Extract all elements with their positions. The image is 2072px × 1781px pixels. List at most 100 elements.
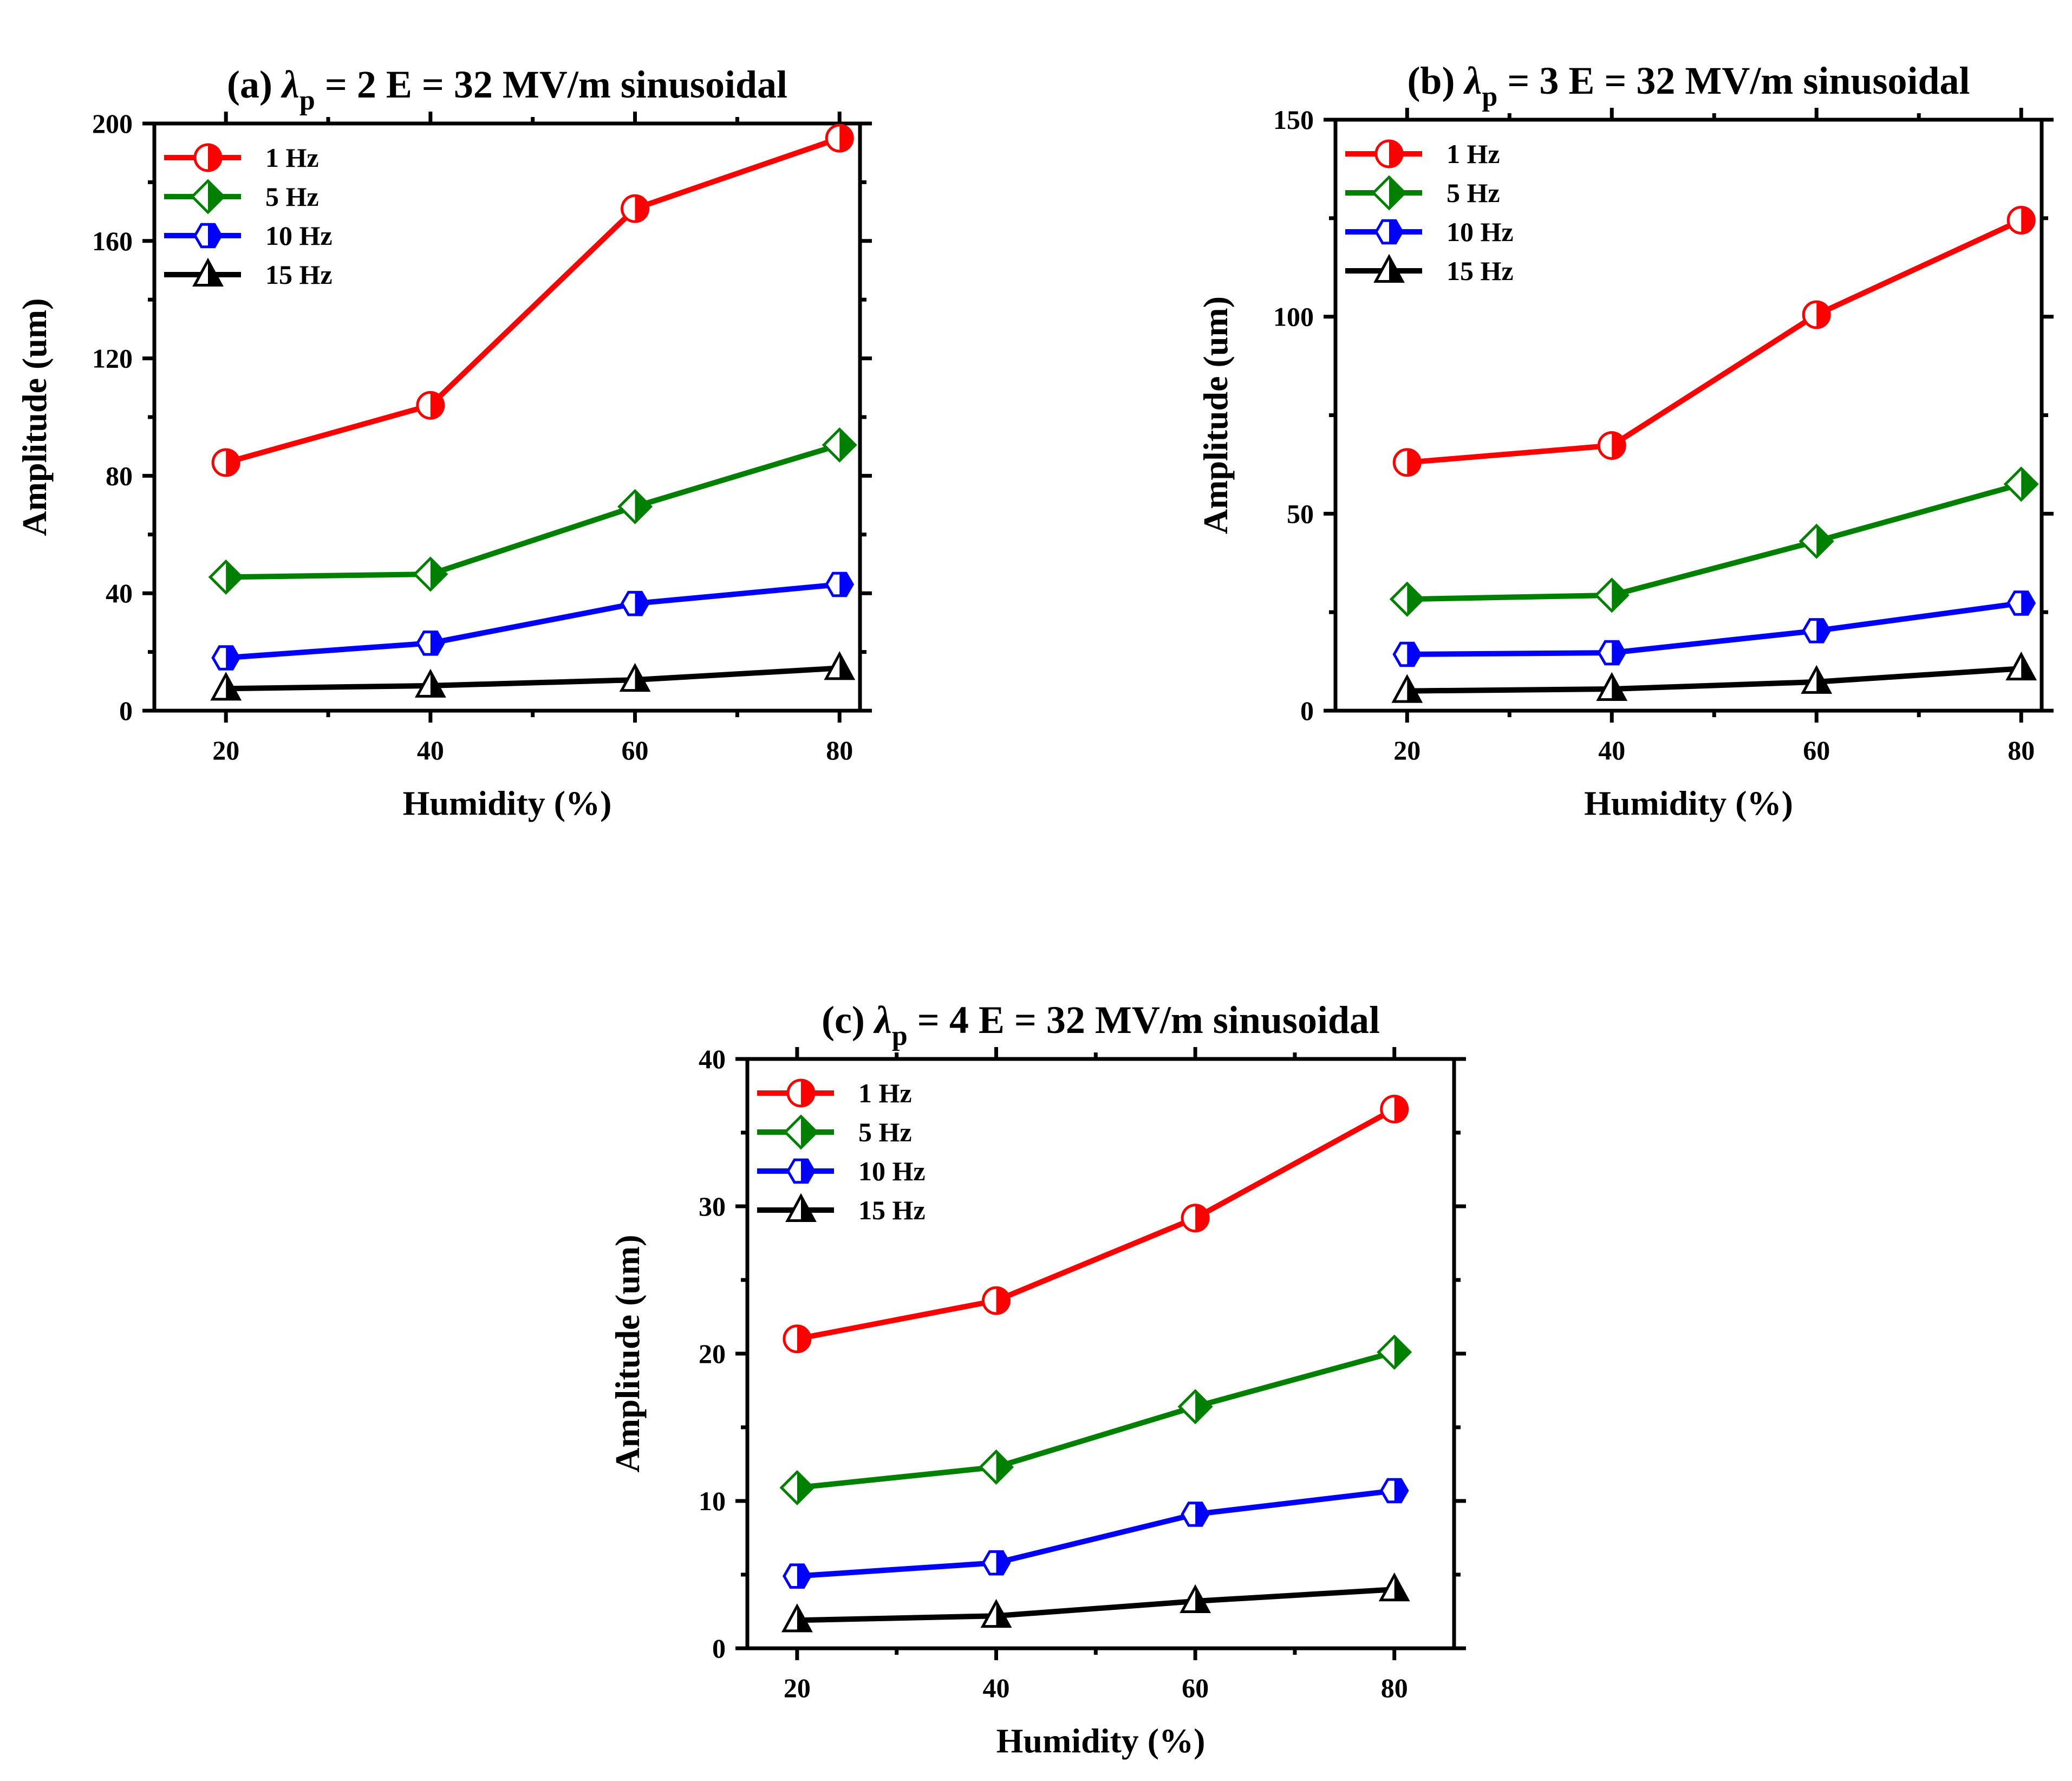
- x-tick-label: 80: [2008, 735, 2035, 765]
- legend-label: 15 Hz: [858, 1195, 926, 1225]
- data-point: [1177, 1389, 1213, 1425]
- data-point: [413, 556, 448, 592]
- series-line: [1407, 600, 2022, 657]
- legend-item: 5 Hz: [164, 179, 319, 214]
- data-point: [208, 559, 244, 595]
- legend-label: 5 Hz: [265, 181, 319, 212]
- series-line: [226, 665, 840, 692]
- series-line: [226, 442, 840, 580]
- data-point: [416, 391, 445, 420]
- y-axis-label: Amplitude (um): [1196, 296, 1235, 534]
- data-point: [822, 427, 857, 463]
- x-tick-label: 80: [826, 735, 853, 765]
- chart-panel-1: 20 40 60 80 0 50 100 150 Humidity (%) Amplitude (…: [1196, 59, 2054, 822]
- series-line: [797, 1587, 1395, 1623]
- data-point: [825, 571, 855, 597]
- data-point: [1181, 1204, 1210, 1233]
- plot-frame: [152, 121, 862, 713]
- legend-label: 10 Hz: [1447, 217, 1514, 247]
- series-line: [797, 1488, 1395, 1579]
- legend-label: 1 Hz: [858, 1078, 912, 1108]
- x-tick-label: 40: [983, 1673, 1010, 1703]
- data-point: [825, 123, 854, 153]
- data-point: [2006, 205, 2036, 235]
- data-point: [1378, 1572, 1410, 1602]
- y-axis-label: Amplitude (um): [608, 1234, 647, 1472]
- data-point: [783, 1324, 812, 1354]
- y-tick-label: 100: [1273, 302, 1314, 332]
- data-point: [1180, 1584, 1211, 1613]
- data-point: [783, 1563, 812, 1589]
- x-tick-label: 20: [784, 1673, 811, 1703]
- data-point: [779, 1470, 815, 1506]
- series-line: [796, 1107, 1396, 1342]
- data-point: [1389, 581, 1425, 617]
- x-tick-label: 60: [622, 735, 649, 765]
- x-tick-label: 40: [417, 735, 444, 765]
- y-tick-label: 200: [92, 108, 133, 139]
- data-point: [982, 1286, 1011, 1315]
- data-point: [2006, 590, 2036, 616]
- series-line: [225, 135, 840, 465]
- chart-panel-0: 20 40 60 80 0 40 80 120 160 200 Humidity (%) Amplit…: [15, 63, 872, 822]
- plot-frame: [1333, 118, 2044, 713]
- legend-item: 10 Hz: [1345, 217, 1514, 247]
- data-point: [414, 668, 446, 698]
- y-tick-label: 80: [106, 460, 133, 491]
- legend-item: 1 Hz: [164, 142, 319, 173]
- data-point: [1380, 1094, 1409, 1123]
- legend-label: 5 Hz: [1447, 178, 1500, 208]
- series-line: [797, 1349, 1396, 1491]
- x-axis-label: Humidity (%): [403, 784, 612, 822]
- legend-item: 5 Hz: [1345, 175, 1500, 211]
- data-point: [210, 672, 242, 701]
- y-tick-label: 40: [699, 1044, 726, 1074]
- y-tick-label: 40: [106, 578, 133, 608]
- y-tick-label: 10: [699, 1486, 726, 1516]
- y-tick-label: 0: [119, 696, 133, 726]
- data-point: [1392, 641, 1422, 667]
- x-tick-label: 80: [1381, 1673, 1408, 1703]
- data-point: [1799, 523, 1834, 559]
- series-line: [1407, 481, 2022, 602]
- legend-item: 10 Hz: [164, 220, 333, 251]
- legend-label: 10 Hz: [858, 1156, 926, 1186]
- data-point: [1802, 300, 1831, 329]
- data-point: [781, 1603, 813, 1633]
- data-point: [1594, 577, 1630, 613]
- chart-panel-2: 20 40 60 80 0 10 20 30 40 Humidity (%) Amplitude (…: [608, 998, 1466, 1760]
- data-point: [978, 1449, 1014, 1485]
- chart-title: (b) λp = 3 E = 32 MV/m sinusoidal: [1407, 59, 1970, 112]
- x-tick-label: 60: [1182, 1673, 1209, 1703]
- data-point: [1597, 640, 1627, 666]
- x-axis-label: Humidity (%): [996, 1721, 1206, 1760]
- y-tick-label: 30: [699, 1191, 726, 1221]
- x-tick-label: 60: [1803, 735, 1830, 765]
- legend-item: 15 Hz: [757, 1193, 926, 1225]
- legend-label: 5 Hz: [858, 1117, 912, 1147]
- data-point: [1802, 618, 1832, 644]
- legend-label: 15 Hz: [265, 259, 333, 290]
- data-point: [1391, 674, 1423, 703]
- data-point: [2005, 651, 2037, 681]
- y-tick-label: 0: [712, 1633, 726, 1663]
- data-point: [1392, 448, 1422, 477]
- legend-item: 15 Hz: [1345, 253, 1514, 286]
- data-point: [1596, 672, 1628, 701]
- y-tick-label: 150: [1273, 105, 1314, 135]
- data-point: [211, 645, 241, 671]
- data-point: [981, 1550, 1011, 1576]
- y-tick-label: 50: [1287, 498, 1314, 529]
- x-tick-label: 20: [1393, 735, 1421, 765]
- data-point: [416, 630, 445, 656]
- legend-label: 10 Hz: [265, 220, 333, 251]
- data-point: [1597, 431, 1626, 460]
- chart-title: (a) λp = 2 E = 32 MV/m sinusoidal: [227, 63, 787, 116]
- legend-label: 1 Hz: [265, 142, 319, 173]
- data-point: [617, 489, 653, 524]
- data-point: [1801, 665, 1833, 694]
- legend-label: 15 Hz: [1447, 256, 1514, 286]
- legend-item: 1 Hz: [757, 1078, 912, 1108]
- y-tick-label: 160: [92, 226, 133, 256]
